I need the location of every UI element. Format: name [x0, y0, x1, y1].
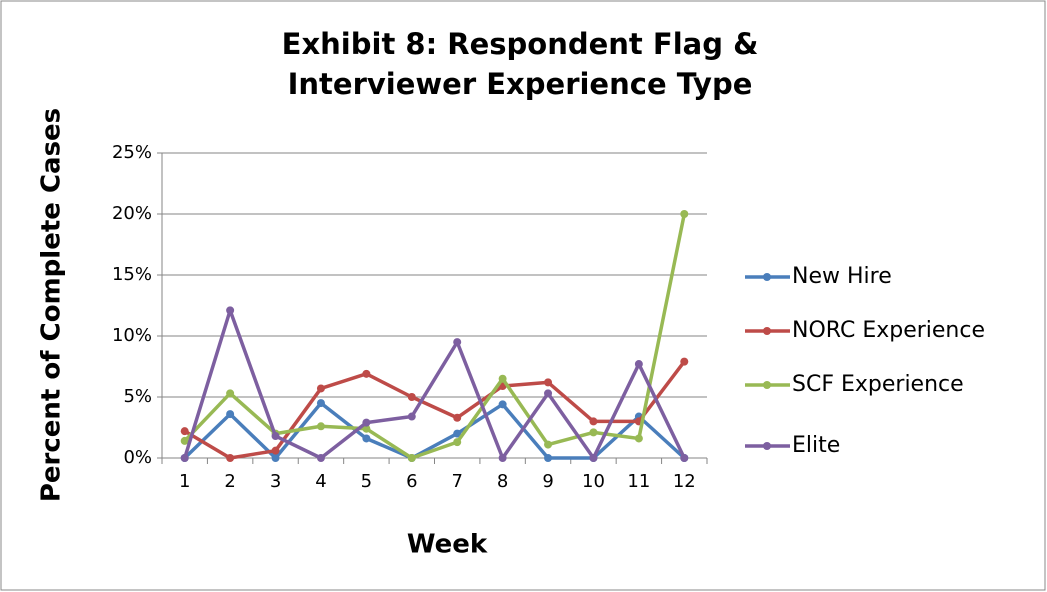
- series-line: [183, 213, 687, 460]
- data-point: [498, 454, 507, 462]
- legend-marker: [763, 442, 771, 450]
- x-tick-label: 9: [542, 471, 553, 492]
- data-point: [316, 454, 325, 462]
- y-tick-label: 20%: [112, 203, 152, 224]
- data-point: [362, 418, 371, 427]
- data-point: [589, 454, 598, 462]
- legend-label: New Hire: [792, 264, 892, 289]
- x-tick-label: 7: [451, 471, 462, 492]
- data-point: [544, 378, 553, 387]
- x-tick-label: 2: [224, 471, 235, 492]
- data-point: [271, 454, 280, 462]
- data-point: [498, 374, 507, 383]
- data-point: [589, 417, 598, 426]
- data-point: [271, 432, 280, 441]
- legend-marker: [763, 327, 771, 335]
- data-point: [680, 357, 689, 366]
- y-tick-label: 5%: [123, 386, 152, 407]
- x-tick-label: 6: [406, 471, 417, 492]
- legend-label: NORC Experience: [792, 318, 985, 343]
- data-point: [180, 427, 189, 436]
- x-tick-label: 3: [270, 471, 281, 492]
- data-point: [407, 393, 416, 401]
- x-tick-label: 11: [627, 471, 650, 492]
- y-axis-label: Percent of Complete Cases: [37, 108, 67, 502]
- series-line: [183, 308, 686, 460]
- data-point: [226, 306, 235, 315]
- data-point: [544, 389, 553, 398]
- data-point: [362, 424, 371, 433]
- data-point: [180, 436, 189, 445]
- data-point: [226, 389, 235, 398]
- data-point: [316, 384, 325, 393]
- legend-label: SCF Experience: [792, 372, 964, 397]
- legend-label: Elite: [792, 433, 840, 458]
- legend-marker: [763, 273, 771, 281]
- y-tick-label: 10%: [112, 325, 152, 346]
- data-point: [453, 338, 462, 347]
- data-point: [544, 454, 553, 462]
- data-point: [316, 422, 325, 431]
- data-point: [226, 454, 235, 462]
- data-point: [453, 429, 462, 438]
- data-point: [453, 413, 462, 422]
- data-point: [407, 454, 416, 462]
- x-tick-label: 12: [673, 471, 696, 492]
- data-point: [544, 440, 553, 449]
- data-point: [271, 446, 280, 455]
- data-point: [453, 438, 462, 447]
- data-point: [589, 428, 598, 437]
- data-point: [407, 412, 416, 421]
- data-point: [680, 210, 689, 218]
- data-point: [362, 369, 371, 378]
- data-point: [680, 454, 689, 462]
- legend-marker: [763, 381, 771, 389]
- data-point: [180, 454, 189, 462]
- data-point: [316, 399, 325, 408]
- x-tick-label: 5: [361, 471, 372, 492]
- series-line: [183, 360, 686, 460]
- chart-title: Exhibit 8: Respondent Flag & Interviewer…: [281, 27, 759, 101]
- x-tick-label: 8: [497, 471, 508, 492]
- y-tick-label: 25%: [112, 142, 152, 163]
- x-axis-label: Week: [407, 530, 488, 560]
- y-tick-label: 0%: [123, 447, 152, 468]
- x-tick-label: 10: [582, 471, 605, 492]
- data-point: [498, 400, 507, 409]
- data-point: [634, 434, 643, 443]
- data-point: [362, 434, 371, 443]
- x-tick-label: 1: [179, 471, 190, 492]
- y-tick-label: 15%: [112, 264, 152, 285]
- x-tick-label: 4: [315, 471, 326, 492]
- data-point: [226, 410, 235, 419]
- data-point: [634, 360, 643, 369]
